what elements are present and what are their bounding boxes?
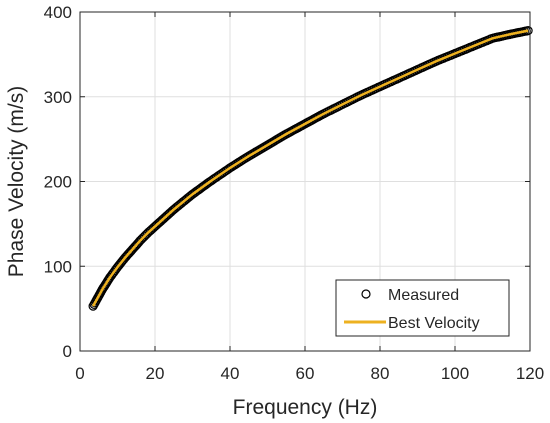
x-tick-label: 40 bbox=[221, 364, 240, 383]
y-tick-label: 400 bbox=[44, 3, 72, 22]
x-tick-label: 80 bbox=[371, 364, 390, 383]
x-axis-title: Frequency (Hz) bbox=[233, 396, 378, 419]
tick-labels: 0 20 40 60 80 100 120 0 100 200 300 400 bbox=[44, 3, 545, 383]
x-tick-label: 60 bbox=[296, 364, 315, 383]
grid bbox=[80, 12, 530, 351]
y-tick-label: 300 bbox=[44, 88, 72, 107]
legend-label-measured: Measured bbox=[388, 287, 459, 304]
x-tick-label: 100 bbox=[441, 364, 469, 383]
legend: Measured Best Velocity bbox=[335, 279, 510, 337]
y-tick-label: 200 bbox=[44, 173, 72, 192]
ticks bbox=[79, 11, 531, 352]
x-tick-label: 20 bbox=[146, 364, 165, 383]
measured-series bbox=[88, 26, 533, 311]
x-tick-label: 0 bbox=[75, 364, 84, 383]
legend-label-best-velocity: Best Velocity bbox=[388, 315, 480, 332]
y-tick-label: 0 bbox=[63, 342, 72, 361]
best-velocity-line-overlay bbox=[92, 29, 529, 307]
measured-point bbox=[103, 275, 113, 285]
y-axis-title: Phase Velocity (m/s) bbox=[5, 86, 28, 277]
legend-marker-measured bbox=[361, 289, 371, 299]
legend-box bbox=[335, 279, 510, 337]
x-tick-label: 120 bbox=[516, 364, 544, 383]
y-tick-label: 100 bbox=[44, 257, 72, 276]
